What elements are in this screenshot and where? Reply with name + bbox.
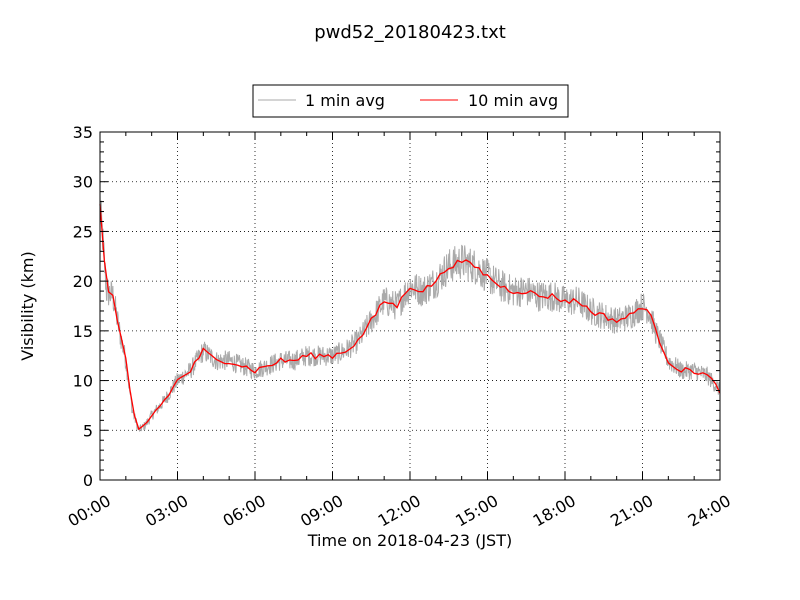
x-tick-label: 18:00 bbox=[530, 491, 579, 531]
y-tick-label: 15 bbox=[73, 322, 93, 341]
y-tick-label: 0 bbox=[83, 471, 93, 490]
x-tick-labels: 00:00 03:00 06:00 09:00 12:00 15:00 18:00 21:00… bbox=[65, 491, 734, 531]
chart-title: pwd52_20180423.txt bbox=[314, 22, 506, 43]
x-tick-label: 15:00 bbox=[452, 491, 501, 531]
x-tick-label: 12:00 bbox=[375, 491, 424, 531]
y-axis-label: Visibility (km) bbox=[18, 251, 37, 360]
series-line-10min-avg bbox=[99, 204, 721, 431]
legend-box bbox=[252, 84, 569, 118]
axis-ticks bbox=[99, 131, 721, 481]
y-tick-labels: 0 5 10 15 20 25 30 35 bbox=[73, 123, 93, 490]
x-tick-label: 03:00 bbox=[142, 491, 191, 531]
x-tick-label: 21:00 bbox=[607, 491, 656, 531]
y-tick-label: 20 bbox=[73, 272, 93, 291]
legend: 1 min avg 10 min avg bbox=[252, 84, 569, 118]
x-tick-label: 09:00 bbox=[297, 491, 346, 531]
x-tick-label: 06:00 bbox=[220, 491, 269, 531]
y-tick-label: 35 bbox=[73, 123, 93, 142]
legend-label-10min: 10 min avg bbox=[468, 91, 558, 110]
grid-lines bbox=[100, 132, 720, 480]
legend-label-1min: 1 min avg bbox=[305, 91, 385, 110]
y-tick-label: 25 bbox=[73, 222, 93, 241]
y-tick-label: 5 bbox=[83, 421, 93, 440]
y-tick-label: 30 bbox=[73, 173, 93, 192]
y-tick-label: 10 bbox=[73, 372, 93, 391]
series-line-1min-avg bbox=[99, 195, 721, 432]
x-axis-label: Time on 2018-04-23 (JST) bbox=[307, 531, 512, 550]
x-tick-label: 24:00 bbox=[685, 491, 734, 531]
plot-lines bbox=[99, 195, 721, 432]
x-tick-label: 00:00 bbox=[65, 491, 114, 531]
